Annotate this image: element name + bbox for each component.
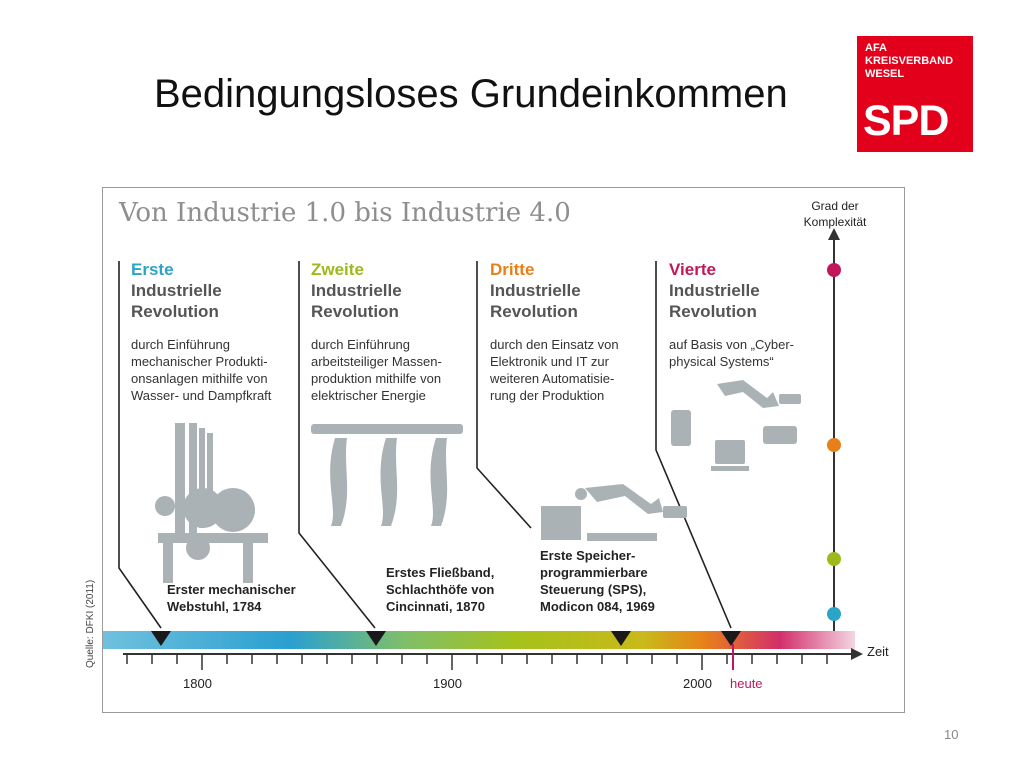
plc-illustration <box>541 484 687 541</box>
desc-line: rung der Produktion <box>490 388 605 403</box>
timeline-graphics <box>103 228 863 670</box>
milestone-1: Erster mechanischer Webstuhl, 1784 <box>167 581 296 615</box>
revolution-2-label-line2: Revolution <box>311 302 399 321</box>
milestone-line: Erster mechanischer <box>167 582 296 597</box>
milestone-marker-4 <box>721 631 741 646</box>
revolution-2: Zweite Industrielle Revolution durch Ein… <box>311 260 483 404</box>
desc-line: Elektronik und IT zur <box>490 354 609 369</box>
logo-line-1: AFA <box>865 42 887 54</box>
logo-party: SPD <box>863 97 949 145</box>
logo-line-3: WESEL <box>865 68 905 80</box>
milestone-line: Cincinnati, 1870 <box>386 599 485 614</box>
time-axis-ticks <box>126 654 828 670</box>
tick-label-heute: heute <box>730 676 763 691</box>
revolution-4-label-line1: Industrielle <box>669 281 760 300</box>
loom-illustration <box>155 423 268 583</box>
milestone-line: Erste Speicher- <box>540 548 636 563</box>
desc-line: produktion mithilfe von <box>311 371 442 386</box>
desc-line: onsanlagen mithilfe von <box>131 371 268 386</box>
industry-timeline-figure: Von Industrie 1.0 bis Industrie 4.0 Grad… <box>85 187 905 713</box>
complexity-dot-4 <box>827 263 841 277</box>
revolution-3: Dritte Industrielle Revolution durch den… <box>490 260 662 404</box>
revolution-3-description: durch den Einsatz von Elektronik und IT … <box>490 336 662 404</box>
desc-line: arbeitsteiliger Massen- <box>311 354 442 369</box>
revolution-1-description: durch Einführung mechanischer Produkti- … <box>131 336 303 404</box>
milestone-2: Erstes Fließband, Schlachthöfe von Cinci… <box>386 564 494 615</box>
milestone-line: Erstes Fließband, <box>386 565 495 580</box>
revolution-1-number: Erste <box>131 260 174 279</box>
spd-logo: AFA KREISVERBAND WESEL SPD <box>857 36 973 152</box>
y-axis-label: Grad der Komplexität <box>803 199 867 229</box>
revolution-4-description: auf Basis von „Cyber- physical Systems“ <box>669 336 819 370</box>
page-number: 10 <box>944 727 959 742</box>
revolution-2-label-line1: Industrielle <box>311 281 402 300</box>
revolution-4-number: Vierte <box>669 260 716 279</box>
time-axis-arrowhead <box>851 648 863 660</box>
desc-line: elektrischer Energie <box>311 388 426 403</box>
complexity-dot-1 <box>827 607 841 621</box>
desc-line: physical Systems“ <box>669 354 774 369</box>
revolution-3-label-line1: Industrielle <box>490 281 581 300</box>
revolution-1: Erste Industrielle Revolution durch Einf… <box>131 260 303 404</box>
milestone-marker-2 <box>366 631 386 646</box>
source-label: Quelle: DFKI (2011) <box>85 579 96 668</box>
milestone-marker-3 <box>611 631 631 646</box>
figure-title: Von Industrie 1.0 bis Industrie 4.0 <box>119 198 571 228</box>
revolution-4-label-line2: Revolution <box>669 302 757 321</box>
revolution-2-number: Zweite <box>311 260 364 279</box>
x-axis-label: Zeit <box>867 644 889 659</box>
milestone-marker-1 <box>151 631 171 646</box>
desc-line: Wasser- und Dampfkraft <box>131 388 272 403</box>
milestone-3: Erste Speicher- programmierbare Steuerun… <box>540 547 655 615</box>
cps-illustration <box>671 380 801 471</box>
milestone-line: Steuerung (SPS), <box>540 582 647 597</box>
divider-2 <box>298 261 376 629</box>
desc-line: durch den Einsatz von <box>490 337 619 352</box>
era-color-band <box>103 631 855 649</box>
desc-line: auf Basis von „Cyber- <box>669 337 794 352</box>
revolution-1-label-line2: Revolution <box>131 302 219 321</box>
revolution-3-label-line2: Revolution <box>490 302 578 321</box>
revolution-4: Vierte Industrielle Revolution auf Basis… <box>669 260 819 370</box>
divider-4 <box>655 261 732 629</box>
complexity-dot-3 <box>827 438 841 452</box>
divider-3 <box>476 261 532 529</box>
milestone-line: programmierbare <box>540 565 648 580</box>
tick-label-2000: 2000 <box>683 676 712 691</box>
logo-line-2: KREISVERBAND <box>865 55 954 67</box>
revolution-1-label-line1: Industrielle <box>131 281 222 300</box>
desc-line: mechanischer Produkti- <box>131 354 268 369</box>
milestone-line: Modicon 084, 1969 <box>540 599 655 614</box>
tick-label-1900: 1900 <box>433 676 462 691</box>
complexity-arrowhead <box>828 228 840 240</box>
logo-org-text: AFA KREISVERBAND WESEL <box>865 42 953 81</box>
milestone-line: Webstuhl, 1784 <box>167 599 262 614</box>
divider-1 <box>118 261 162 629</box>
milestone-line: Schlachthöfe von <box>386 582 495 597</box>
desc-line: durch Einführung <box>131 337 231 352</box>
slide-title: Bedingungsloses Grundeinkommen <box>154 72 788 116</box>
revolution-3-number: Dritte <box>490 260 535 279</box>
conveyor-illustration <box>311 424 463 526</box>
desc-line: durch Einführung <box>311 337 411 352</box>
tick-label-1800: 1800 <box>183 676 212 691</box>
desc-line: weiteren Automatisie- <box>490 371 615 386</box>
complexity-dot-2 <box>827 552 841 566</box>
revolution-2-description: durch Einführung arbeitsteiliger Massen-… <box>311 336 483 404</box>
